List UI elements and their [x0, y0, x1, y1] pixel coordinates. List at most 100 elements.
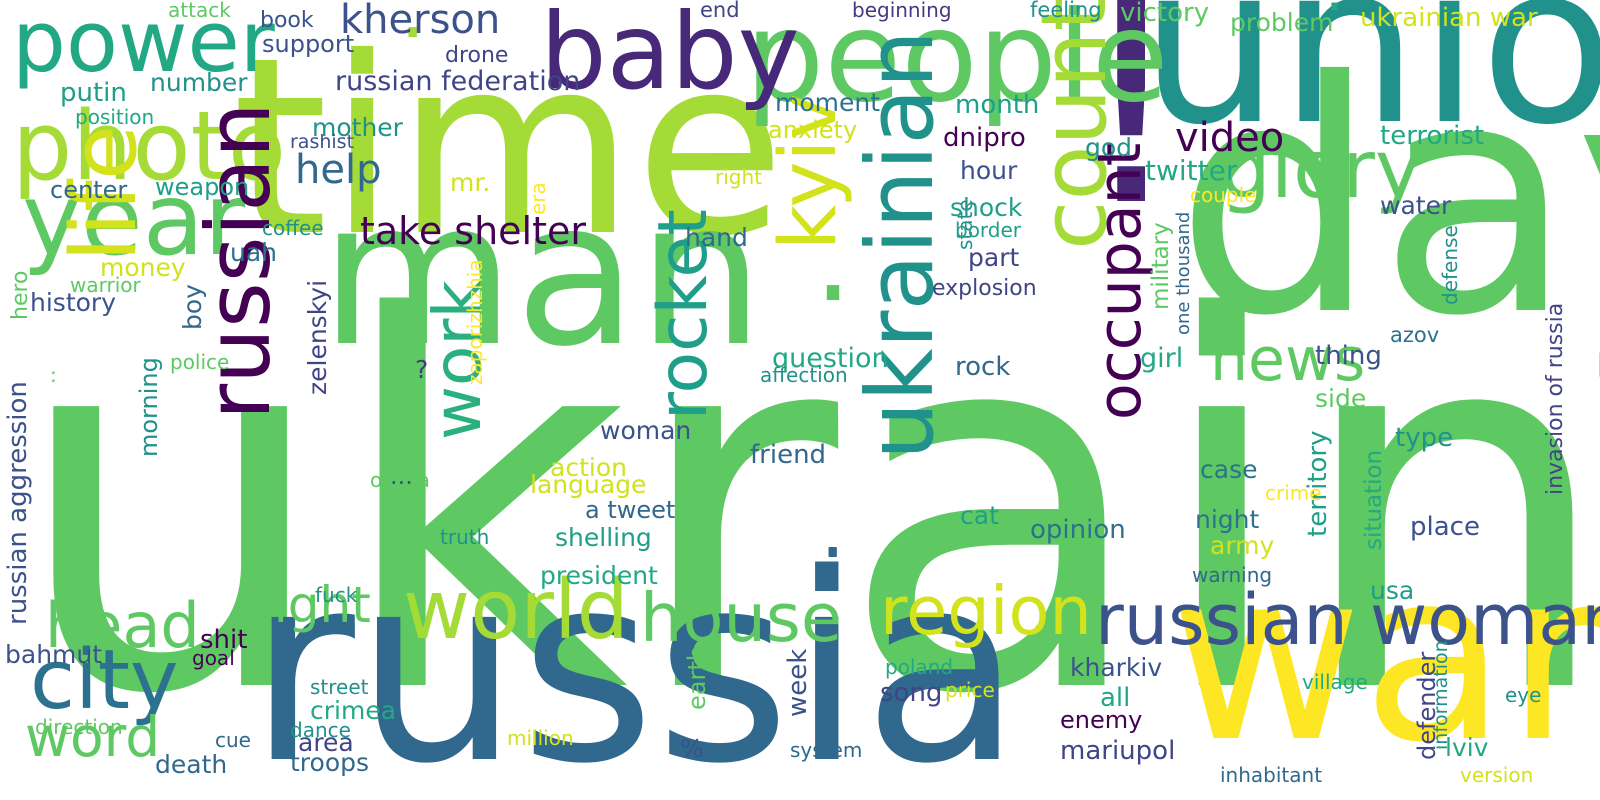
word-thing: thing [1315, 341, 1382, 371]
word-rock: rock [955, 352, 1011, 382]
word-kharkiv: kharkiv [1070, 653, 1163, 682]
word-number: number [150, 68, 248, 97]
word-area: area [298, 728, 354, 757]
word-union: union [1140, 0, 1600, 173]
word-song: song [880, 678, 943, 708]
word-end: end [700, 0, 740, 22]
word-position: position [75, 105, 155, 129]
word-: % [680, 734, 704, 763]
word-people: people [745, 0, 1169, 130]
word-president: president [540, 561, 658, 590]
word-russian-woman: russian woman [1095, 579, 1600, 661]
word-power: power [12, 0, 275, 92]
word-water: water [1380, 191, 1452, 220]
word-week: week [783, 648, 813, 717]
word-world: world [403, 563, 629, 658]
word-hour: hour [960, 156, 1018, 185]
word-era: era [526, 182, 550, 215]
word-attack: attack [168, 0, 231, 22]
word-boy: boy [178, 284, 207, 330]
word-invasion-of-russia: invasion of russia [1543, 302, 1568, 495]
word-question: question [772, 343, 889, 374]
word-drone: drone [445, 43, 509, 68]
word-mr: mr. [450, 168, 491, 197]
word-ukraine: ukraine [10, 213, 1600, 800]
word-warrior: warrior [70, 273, 141, 297]
word-kherson: kherson [340, 0, 501, 43]
word-azov: azov [1390, 323, 1440, 347]
word-morning: morning [135, 357, 163, 457]
word-: . [400, 0, 426, 56]
word-side: side [1315, 384, 1367, 413]
word-action: action [550, 453, 627, 482]
word-death: death [155, 750, 228, 779]
word-street: street [310, 675, 369, 699]
word-a-tweet: a tweet [585, 496, 676, 524]
word-city: city [30, 633, 179, 728]
word-day: day [1175, 14, 1600, 386]
word-friend: friend [750, 440, 827, 470]
word-: : [50, 363, 57, 387]
word-explosion: explosion [932, 276, 1037, 301]
word-border: border [955, 218, 1022, 242]
word-month: month [955, 90, 1040, 120]
word-house: house [640, 579, 843, 657]
word-crime: crime [1265, 481, 1322, 505]
word-shelling: shelling [555, 523, 652, 552]
word-anxiety: anxiety [768, 116, 858, 144]
word-help: help [295, 147, 382, 193]
word-photo: photo [12, 92, 287, 202]
word-direction: direction [35, 715, 123, 739]
word-affection: affection [760, 363, 848, 387]
word-money: money [100, 253, 186, 282]
word-book: book [260, 8, 314, 33]
word-war: war [1170, 521, 1600, 794]
word-version: version [1460, 763, 1534, 787]
word-situation: situation [1361, 449, 1387, 550]
word-russian-federation: russian federation [335, 66, 581, 97]
word-shit: shit [200, 625, 248, 655]
word-odesa: odesa [370, 468, 430, 492]
word-man: man [320, 158, 765, 391]
word-right: right [715, 165, 762, 189]
word-truth: truth [440, 525, 490, 549]
word-price: price [945, 678, 995, 702]
word-uah: uah [230, 238, 278, 267]
word-goal: goal [192, 646, 235, 670]
word-rashist: rashist [290, 131, 355, 153]
word-place: place [1410, 512, 1480, 542]
word-fuck: fuck [315, 583, 358, 607]
word-twitter: twitter [1145, 154, 1238, 187]
word-year: year [22, 161, 246, 278]
word-troops: troops [290, 748, 370, 777]
word-support: support [262, 30, 355, 58]
word-baby: baby [540, 0, 800, 113]
word-center: center [50, 176, 128, 204]
word-usa: usa [1370, 576, 1415, 605]
word-video: video [1175, 115, 1285, 161]
word-problem: problem [1230, 8, 1334, 37]
word-ukrainian-war: ukrainian war [1360, 3, 1538, 33]
word-warning: warning [1192, 563, 1273, 587]
word-: ! [1075, 0, 1188, 268]
word-one-thousand: one thousand [1173, 211, 1194, 335]
word-glory: glory [1220, 123, 1423, 216]
word-news: news [1210, 325, 1366, 395]
word-poland: poland [885, 655, 954, 679]
word-system: system [790, 738, 863, 762]
word-couple: couple [1190, 183, 1257, 207]
word-shock: shock [950, 193, 1023, 222]
word-bahmut: bahmut [5, 640, 103, 669]
word-russia: russia [248, 519, 1023, 800]
word-beginning: beginning [852, 0, 952, 22]
word-word: word [25, 705, 161, 769]
word-eye: eye [1505, 683, 1542, 707]
word-village: village [1302, 670, 1368, 694]
word-opinion: opinion [1030, 515, 1126, 545]
word-light: light [260, 576, 371, 634]
word-: . [820, 483, 846, 576]
word-cat: cat [960, 501, 999, 530]
word-dance: dance [290, 718, 351, 742]
word-mariupol: mariupol [1060, 736, 1176, 766]
